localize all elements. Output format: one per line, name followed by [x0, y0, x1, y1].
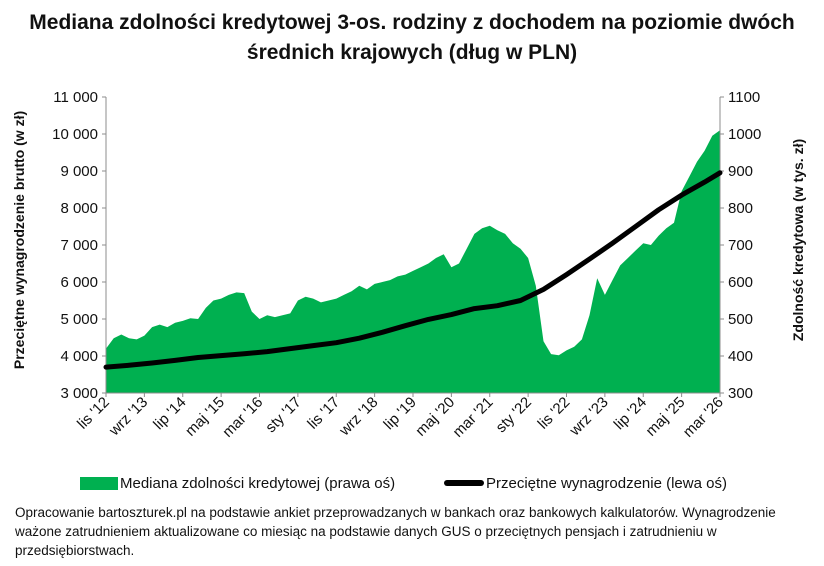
x-tick-label: wrz '13 — [105, 394, 151, 440]
chart-title-line-1: Mediana zdolności kredytowej 3-os. rodzi… — [29, 11, 795, 34]
right-tick-label: 900 — [728, 163, 753, 180]
right-tick-label: 600 — [728, 274, 753, 291]
left-tick-label: 11 000 — [53, 89, 98, 106]
line-series-wynagrodzenie — [103, 170, 723, 370]
left-tick-label: 3 000 — [60, 385, 98, 402]
left-axis-title: Przeciętne wynagrodzenie brutto (w zł) — [11, 111, 27, 369]
x-tick-label: mar '26 — [680, 394, 727, 441]
left-tick-label: 10 000 — [52, 126, 98, 143]
legend-swatch-line — [444, 480, 484, 486]
legend-item-line: Przeciętne wynagrodzenie (lewa oś) — [444, 472, 727, 494]
right-tick-label: 700 — [728, 237, 753, 254]
legend-swatch-area — [80, 476, 118, 490]
x-tick-label: wrz '18 — [335, 394, 381, 440]
left-tick-label: 8 000 — [60, 200, 98, 217]
left-tick-label: 5 000 — [60, 311, 98, 328]
legend-label-line: Przeciętne wynagrodzenie (lewa oś) — [486, 474, 727, 492]
x-tick-label: maj '15 — [182, 394, 228, 440]
right-tick-label: 1100 — [728, 89, 760, 106]
x-tick-label: maj '20 — [412, 394, 458, 440]
left-tick-label: 6 000 — [60, 274, 98, 291]
right-axis-title: Zdolność kredytowa (w tys. zł) — [790, 139, 806, 341]
area-series-zdolnosc — [106, 130, 720, 394]
chart-title-line-2: średnich krajowych (dług w PLN) — [246, 41, 578, 64]
left-tick-label: 9 000 — [60, 163, 98, 180]
chart-legend: Mediana zdolności kredytowej (prawa oś) … — [80, 472, 780, 494]
right-tick-label: 800 — [728, 200, 753, 217]
x-tick-label: wrz '23 — [566, 394, 612, 440]
x-tick-label: sty '22 — [493, 394, 535, 436]
footnote: Opracowanie bartoszturek.pl na podstawie… — [15, 505, 776, 558]
x-tick-label: mar '21 — [450, 394, 497, 441]
legend-item-area: Mediana zdolności kredytowej (prawa oś) — [80, 472, 395, 494]
left-tick-label: 4 000 — [60, 348, 98, 365]
x-tick-label: sty '17 — [262, 394, 304, 436]
chart-canvas: 3 000 4 000 5 000 6 000 7 000 8 000 9 000 10 00… — [11, 89, 806, 441]
right-tick-label: 1000 — [728, 126, 761, 143]
legend-label-area: Mediana zdolności kredytowej (prawa oś) — [120, 474, 396, 492]
x-tick-label: maj '25 — [643, 394, 689, 440]
right-tick-label: 400 — [728, 348, 753, 365]
right-tick-label: 300 — [728, 385, 753, 402]
right-tick-label: 500 — [728, 311, 753, 328]
x-tick-label: mar '16 — [219, 394, 266, 441]
left-tick-label: 7 000 — [60, 237, 98, 254]
plot-area: 3 000 4 000 5 000 6 000 7 000 8 000 9 000 10 00… — [11, 89, 806, 441]
